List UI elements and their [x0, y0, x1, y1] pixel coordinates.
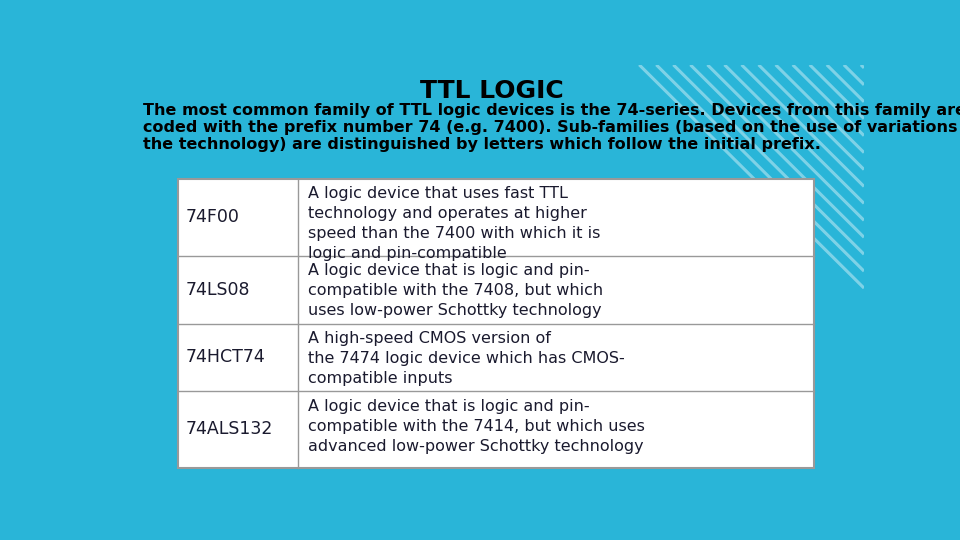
Text: 74HCT74: 74HCT74 [186, 348, 266, 367]
Text: TTL LOGIC: TTL LOGIC [420, 79, 564, 103]
Text: 74F00: 74F00 [186, 208, 240, 226]
Text: A high-speed CMOS version of
the 7474 logic device which has CMOS-
compatible in: A high-speed CMOS version of the 7474 lo… [307, 331, 624, 386]
Text: 74LS08: 74LS08 [186, 281, 251, 299]
Text: 74ALS132: 74ALS132 [186, 421, 274, 438]
Text: A logic device that is logic and pin-
compatible with the 7414, but which uses
a: A logic device that is logic and pin- co… [307, 399, 644, 454]
Text: the technology) are distinguished by letters which follow the initial prefix.: the technology) are distinguished by let… [143, 137, 821, 152]
Bar [179, 179, 814, 468]
Text: The most common family of TTL logic devices is the 74-series. Devices from this : The most common family of TTL logic devi… [143, 103, 960, 118]
Text: A logic device that is logic and pin-
compatible with the 7408, but which
uses l: A logic device that is logic and pin- co… [307, 264, 603, 318]
Text: A logic device that uses fast TTL
technology and operates at higher
speed than t: A logic device that uses fast TTL techno… [307, 186, 600, 261]
Text: coded with the prefix number 74 (e.g. 7400). Sub-families (based on the use of v: coded with the prefix number 74 (e.g. 74… [143, 120, 960, 135]
